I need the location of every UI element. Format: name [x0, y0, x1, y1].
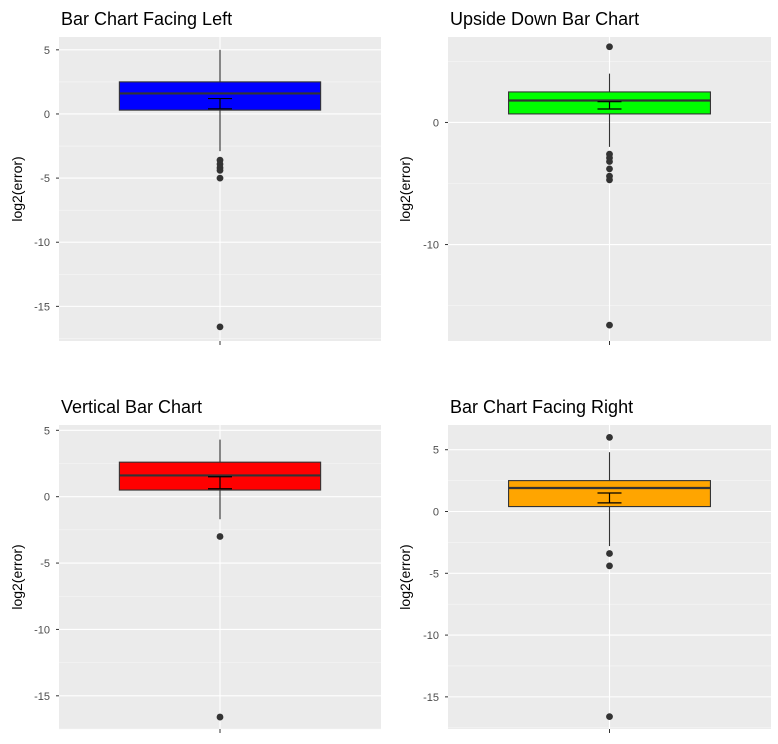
outlier-point	[216, 167, 224, 174]
outlier-point	[606, 713, 613, 721]
y-axis-label: log2(error)	[397, 156, 413, 221]
chart-panel-2: 0 -10 Upside Down Bar Chart log2(error)	[397, 9, 771, 345]
y-tick-label: -15	[34, 691, 50, 703]
y-axis-label: log2(error)	[9, 544, 25, 609]
y-axis-label: log2(error)	[9, 156, 25, 221]
outlier-point	[606, 158, 613, 165]
y-tick-label: 0	[433, 117, 439, 129]
y-tick-label: 0	[44, 492, 50, 504]
y-tick-label: -10	[34, 624, 50, 636]
chart-title: Bar Chart Facing Left	[61, 9, 232, 29]
y-tick-label: -15	[423, 692, 439, 704]
chart-title: Vertical Bar Chart	[61, 397, 202, 417]
y-tick-label: 5	[44, 45, 50, 57]
outlier-point	[606, 321, 613, 329]
outlier-point	[606, 550, 613, 557]
outlier-point	[216, 713, 224, 721]
chart-title: Upside Down Bar Chart	[450, 9, 639, 29]
y-tick-label: -10	[423, 630, 439, 642]
outlier-point	[216, 323, 224, 331]
outlier-point	[606, 176, 613, 184]
y-tick-label: 0	[433, 507, 439, 519]
y-tick-label: 5	[433, 445, 439, 457]
y-tick-label: -5	[40, 173, 50, 185]
y-tick-label: -15	[34, 301, 50, 313]
y-tick-label: -5	[40, 558, 50, 570]
outlier-point	[216, 174, 224, 182]
y-tick-label: 0	[44, 109, 50, 121]
y-tick-label: -10	[423, 240, 439, 252]
chart-panel-1: 5 0 -5 -10 -15 Bar Chart Facing Left log2(erro…	[9, 9, 381, 345]
chart-title: Bar Chart Facing Right	[450, 397, 633, 417]
outlier-point	[606, 165, 613, 173]
outlier-point	[216, 533, 224, 540]
outlier-point	[606, 562, 613, 570]
y-tick-label: 5	[44, 425, 50, 437]
outlier-point	[606, 433, 613, 441]
chart-panel-4: 5 0 -5 -10 -15 Bar Chart Facing Right log2(err…	[397, 397, 771, 733]
outlier-point	[606, 43, 613, 51]
y-tick-label: -10	[34, 237, 50, 249]
chart-panel-3: 5 0 -5 -10 -15 Vertical Bar Chart log2(error)	[9, 397, 381, 733]
y-axis-label: log2(error)	[397, 544, 413, 609]
y-tick-label: -5	[429, 568, 439, 580]
